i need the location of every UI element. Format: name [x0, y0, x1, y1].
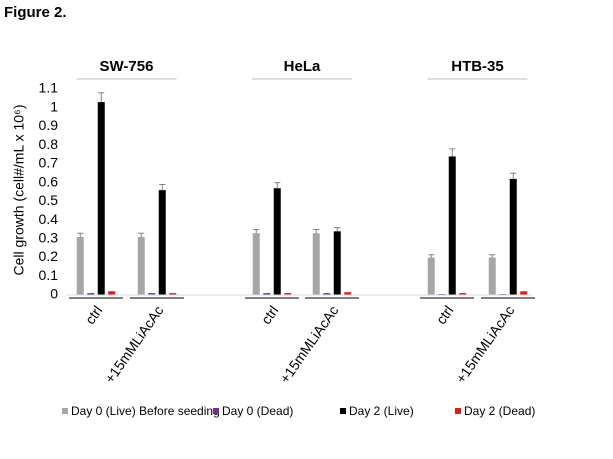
bar [158, 190, 166, 295]
error-bar [253, 228, 260, 234]
error-bar [510, 172, 517, 179]
x-tick-label: ctrl [258, 303, 282, 327]
bar [76, 236, 84, 295]
bar [169, 293, 177, 295]
bar [520, 291, 528, 295]
error-bar [449, 148, 456, 157]
error-bar [98, 92, 105, 103]
bar [312, 233, 320, 295]
group-label: HeLa [284, 58, 321, 75]
error-bar [489, 254, 496, 258]
legend-swatch [340, 408, 346, 414]
x-tick-label: ctrl [82, 303, 106, 327]
bar [97, 102, 105, 295]
x-tick-label: +15mMLiAcAc [101, 303, 166, 386]
y-tick-label: 0.6 [39, 173, 59, 189]
legend-label: Day 0 (Dead) [222, 404, 293, 418]
bar [344, 292, 352, 295]
legend-swatch [213, 408, 219, 414]
legend-swatch [455, 408, 461, 414]
legend-label: Day 2 (Live) [349, 404, 414, 418]
chart-title: Figure 2. [4, 4, 67, 21]
y-tick-label: 1.1 [39, 80, 59, 96]
bar [448, 156, 456, 295]
legend-label: Day 2 (Dead) [464, 404, 535, 418]
error-bar [159, 184, 166, 191]
y-tick-label: 0.2 [39, 248, 59, 264]
bar [252, 233, 260, 295]
y-tick-label: 0.3 [39, 230, 59, 246]
bar [108, 291, 116, 295]
bar [148, 293, 156, 295]
bar [427, 257, 435, 295]
y-tick-label: 1 [50, 98, 58, 114]
error-bar [77, 232, 84, 237]
y-tick-label: 0.4 [39, 211, 59, 227]
error-bar [428, 254, 435, 258]
bar [87, 293, 95, 295]
bar [488, 257, 496, 295]
group-label: SW-756 [100, 58, 154, 75]
bar [273, 188, 281, 295]
error-bar [334, 227, 341, 232]
y-tick-label: 0 [50, 286, 58, 302]
bar [323, 293, 331, 295]
bar [284, 293, 292, 295]
error-bar [313, 228, 320, 234]
y-tick-label: 0.1 [39, 267, 59, 283]
bar [459, 293, 467, 295]
bar [509, 178, 517, 295]
y-axis-label: Cell growth (cell#/mL x 10⁶) [11, 105, 27, 276]
group-label: HTB-35 [451, 58, 504, 75]
bar [263, 293, 271, 295]
legend-label: Day 0 (Live) Before seeding [71, 404, 220, 418]
bar [137, 236, 145, 295]
x-tick-label: ctrl [433, 303, 457, 327]
y-tick-label: 0.9 [39, 117, 59, 133]
y-tick-label: 0.5 [39, 192, 59, 208]
x-tick-label: +15mMLiAcAc [452, 303, 517, 386]
error-bar [274, 182, 281, 189]
y-tick-label: 0.8 [39, 136, 59, 152]
x-tick-label: +15mMLiAcAc [276, 303, 341, 386]
error-bar [138, 232, 145, 237]
bar [333, 231, 341, 295]
y-tick-label: 0.7 [39, 155, 59, 171]
legend-swatch [62, 408, 68, 414]
